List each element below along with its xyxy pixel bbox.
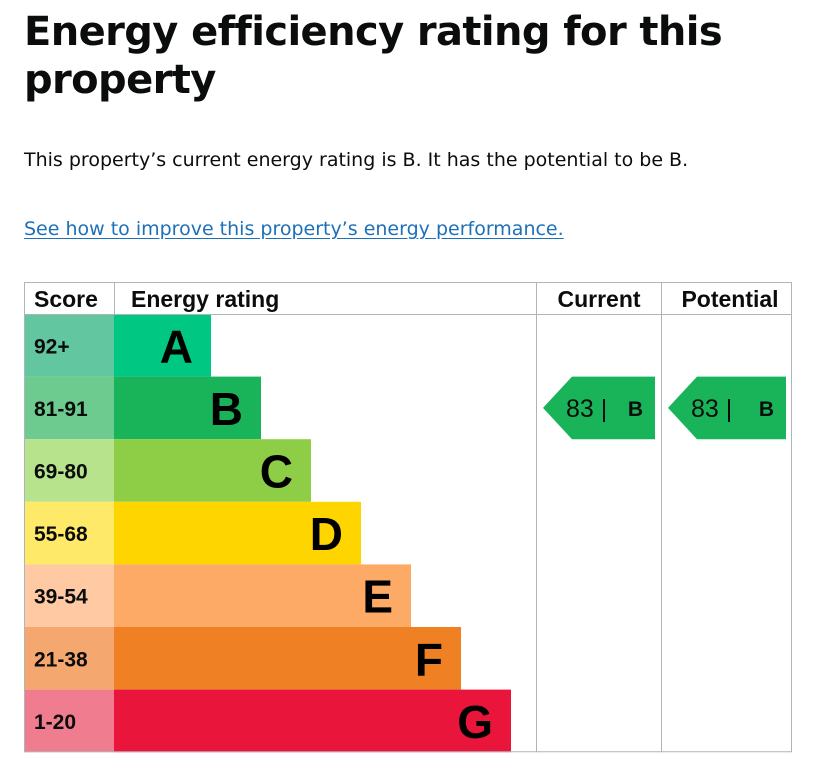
rating-indicators: 83 | B 83 | B: [543, 376, 786, 440]
improve-energy-performance-link[interactable]: See how to improve this property’s energ…: [24, 218, 564, 240]
rating-column-header: Energy rating: [131, 286, 279, 312]
band-letter-b: B: [210, 383, 243, 435]
score-cell-c: [24, 439, 114, 502]
score-cell-g: [24, 689, 114, 753]
band-letter-c: C: [260, 446, 293, 498]
score-label-c: 69-80: [34, 461, 88, 484]
current-rating-score: 83 |: [566, 395, 607, 423]
potential-rating-arrow: [668, 376, 786, 440]
band-letter-a: A: [160, 320, 193, 372]
score-cell-e: [24, 564, 114, 627]
potential-column-header: Potential: [681, 286, 778, 312]
score-label-e: 39-54: [34, 586, 88, 609]
score-cell-d: [24, 501, 114, 565]
band-bar-d: [114, 501, 361, 565]
band-letter-d: D: [310, 508, 343, 560]
score-cell-f: [24, 627, 114, 690]
rating-bands: 92+ A 81-91 B 69-80 C 55-68 D 39-54 E 21-38 F 1-20 G: [24, 314, 511, 753]
score-label-g: 1-20: [34, 711, 76, 734]
page-title: Energy efficiency rating for this proper…: [24, 9, 723, 103]
potential-rating-band: B: [759, 398, 774, 421]
score-cell-b: [24, 376, 114, 440]
score-label-a: 92+: [34, 335, 70, 358]
potential-rating-score: 83 |: [691, 395, 732, 423]
score-label-b: 81-91: [34, 398, 88, 421]
band-bar-b: [114, 376, 261, 440]
current-column-header: Current: [557, 286, 640, 312]
band-letter-f: F: [415, 633, 443, 685]
band-bar-c: [114, 439, 311, 502]
band-bar-g: [114, 689, 511, 753]
current-rating-band: B: [628, 398, 643, 421]
band-bar-e: [114, 564, 411, 627]
score-column-header: Score: [34, 286, 98, 312]
chart-headers: Score Energy rating Current Potential: [34, 286, 779, 312]
score-cell-a: [24, 314, 114, 377]
score-label-d: 55-68: [34, 523, 88, 546]
chart-grid: [24, 282, 792, 753]
current-rating-arrow: [543, 376, 655, 440]
rating-summary: This property’s current energy rating is…: [24, 149, 689, 171]
band-bar-a: [114, 314, 211, 377]
score-label-f: 21-38: [34, 648, 88, 671]
band-letter-g: G: [457, 696, 493, 748]
band-letter-e: E: [362, 571, 393, 623]
band-bar-f: [114, 627, 461, 690]
